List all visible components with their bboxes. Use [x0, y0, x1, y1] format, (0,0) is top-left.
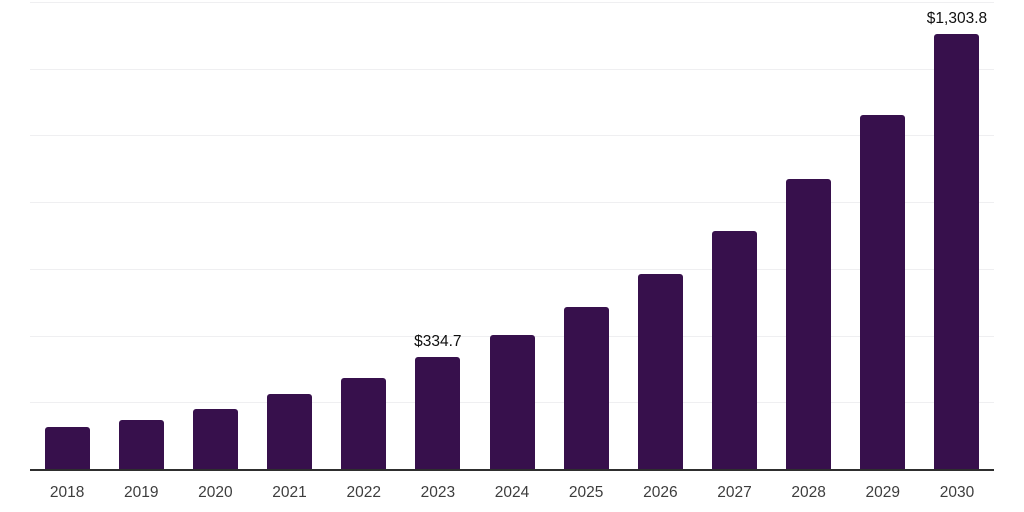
bar-value-label: $334.7	[414, 333, 462, 350]
bar-slot	[104, 2, 178, 469]
bar-2029	[860, 115, 906, 469]
bar-2021	[267, 394, 313, 469]
x-axis-label: 2023	[420, 484, 456, 501]
x-axis-label: 2018	[49, 484, 85, 501]
bar-2024	[489, 335, 535, 469]
gridline	[30, 202, 994, 203]
bar-2028	[786, 179, 832, 469]
x-axis-label: 2025	[568, 484, 604, 501]
bar-2025	[563, 307, 609, 469]
bar-2026	[637, 274, 683, 469]
bar-slot	[475, 2, 549, 469]
bar-2019	[118, 420, 164, 469]
x-axis-label: 2020	[198, 484, 233, 501]
bar-slot	[178, 2, 252, 469]
bar-2030	[934, 34, 980, 469]
bar-slot	[549, 2, 623, 469]
bar-2018	[44, 427, 90, 469]
x-axis-label: 2019	[123, 484, 159, 501]
gridline	[30, 69, 994, 70]
x-axis-label: 2022	[346, 484, 381, 501]
bar-slot: $334.7	[401, 2, 475, 469]
gridline	[30, 269, 994, 270]
x-axis-label: 2028	[791, 484, 826, 501]
gridline	[30, 2, 994, 3]
bar-2027	[711, 231, 757, 469]
x-axis-label: 2024	[494, 484, 530, 501]
x-axis-labels: 2018 2019 2020 2021 2022 2023 2024 2025 2026 2027…	[30, 481, 994, 505]
bar-slot	[772, 2, 846, 469]
x-axis-label: 2029	[865, 484, 901, 501]
bars-row: $334.7 $1,303.8	[30, 2, 994, 469]
x-axis-label: 2021	[272, 484, 307, 501]
x-axis-label: 2027	[717, 484, 752, 501]
plot-area: $334.7 $1,303.8	[30, 2, 994, 471]
bar-slot	[252, 2, 326, 469]
bar-slot	[327, 2, 401, 469]
bar-2022	[341, 378, 387, 469]
bar-value-label: $1,303.8	[926, 10, 988, 27]
bar-slot	[846, 2, 920, 469]
x-axis-label: 2026	[643, 484, 678, 501]
bar-slot	[697, 2, 771, 469]
bar-2023	[415, 357, 461, 469]
bar-slot: $1,303.8	[920, 2, 994, 469]
x-axis-label: 2030	[939, 484, 975, 501]
bar-slot	[30, 2, 104, 469]
gridline	[30, 135, 994, 136]
bar-slot	[623, 2, 697, 469]
bar-2020	[192, 409, 238, 469]
